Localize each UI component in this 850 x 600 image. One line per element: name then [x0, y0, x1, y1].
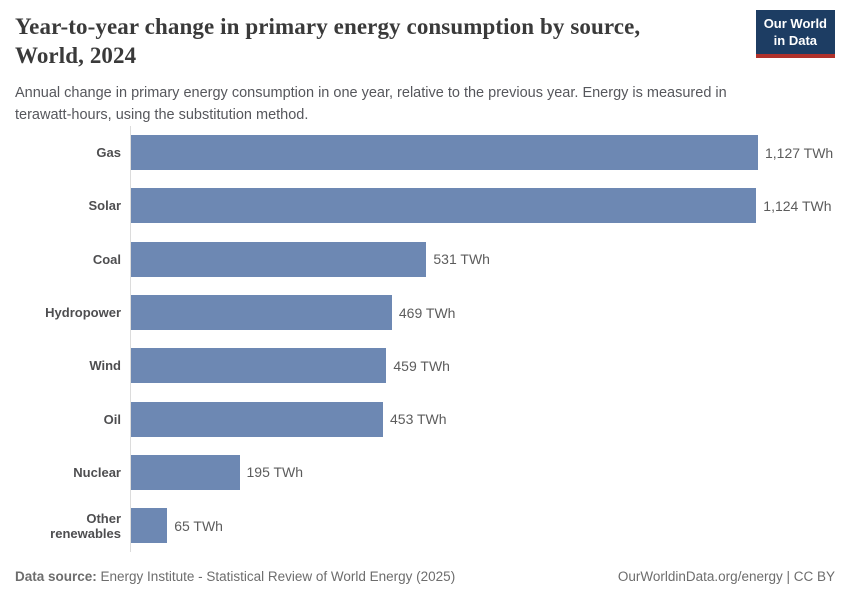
chart-footer: Data source: Energy Institute - Statisti…	[15, 569, 835, 584]
value-label: 469 TWh	[398, 304, 456, 321]
bar-gas[interactable]	[131, 135, 758, 171]
value-label: 453 TWh	[390, 411, 447, 428]
bar-other-renewables[interactable]	[131, 508, 168, 544]
value-label: 65 TWh	[174, 517, 223, 534]
category-label-other-renewables: Other renewables	[50, 510, 121, 541]
chart-row: Oil 453 TWh	[15, 392, 835, 446]
bar-area: 1,127 TWh	[130, 126, 835, 180]
category-label-oil: Oil	[103, 411, 121, 427]
bar-area: 459 TWh	[130, 339, 835, 393]
bar-wind[interactable]	[131, 348, 387, 384]
owid-logo[interactable]: Our World in Data	[755, 10, 835, 58]
bar-area: 65 TWh	[130, 499, 835, 553]
chart-row: Other renewables 65 TWh	[15, 499, 835, 553]
chart-header: Year-to-year change in primary energy co…	[15, 12, 750, 127]
data-source-label: Data source:	[15, 569, 97, 584]
value-label: 195 TWh	[246, 464, 304, 481]
chart-row: Solar 1,124 TWh	[15, 179, 835, 233]
title-line-2: World, 2024	[15, 43, 137, 69]
value-label: 459 TWh	[393, 357, 450, 374]
bar-area: 531 TWh	[130, 232, 835, 286]
bar-area: 195 TWh	[130, 445, 835, 500]
value-label: 1,124 TWh	[763, 197, 832, 214]
bar-coal[interactable]	[131, 241, 427, 277]
bar-chart: Gas 1,127 TWh Solar 1,124 TWh Coal 531 TWh Hyd…	[15, 126, 835, 553]
bar-area: 1,124 TWh	[130, 179, 835, 233]
chart-row: Hydropower 469 TWh	[15, 285, 835, 340]
category-label-gas: Gas	[96, 145, 121, 161]
category-label-hydropower: Hydropower	[45, 305, 121, 321]
chart-subtitle: Annual change in primary energy consumpt…	[15, 85, 727, 124]
chart-row: Coal 531 TWh	[15, 232, 835, 286]
category-label-solar: Solar	[88, 198, 121, 214]
category-label-wind: Wind	[89, 358, 121, 374]
data-source-value: Energy Institute - Statistical Review of…	[96, 569, 456, 584]
bar-nuclear[interactable]	[131, 454, 240, 490]
bar-area: 453 TWh	[130, 392, 835, 446]
bar-area: 469 TWh	[130, 285, 835, 340]
value-label: 1,127 TWh	[765, 144, 834, 161]
owid-logo-line1: Our World	[763, 16, 827, 31]
chart-row: Nuclear 195 TWh	[15, 445, 835, 500]
chart-row: Wind 459 TWh	[15, 339, 835, 393]
owid-logo-line2: in Data	[773, 32, 818, 48]
category-label-coal: Coal	[92, 251, 121, 267]
bar-hydropower[interactable]	[131, 295, 392, 331]
title-line-1: Year-to-year change in primary energy co…	[15, 14, 641, 39]
data-source-note: Data source: Energy Institute - Statisti…	[15, 569, 455, 584]
category-label-nuclear: Nuclear	[73, 464, 121, 480]
bar-oil[interactable]	[131, 401, 383, 437]
bar-solar[interactable]	[131, 188, 757, 224]
chart-row: Gas 1,127 TWh	[15, 126, 835, 180]
chart-rows: Gas 1,127 TWh Solar 1,124 TWh Coal 531 TWh Hyd…	[15, 126, 835, 553]
page-title: Year-to-year change in primary energy co…	[15, 12, 750, 70]
owid-url-link[interactable]: OurWorldinData.org/energy | CC BY	[617, 569, 835, 584]
value-label: 531 TWh	[433, 251, 490, 268]
